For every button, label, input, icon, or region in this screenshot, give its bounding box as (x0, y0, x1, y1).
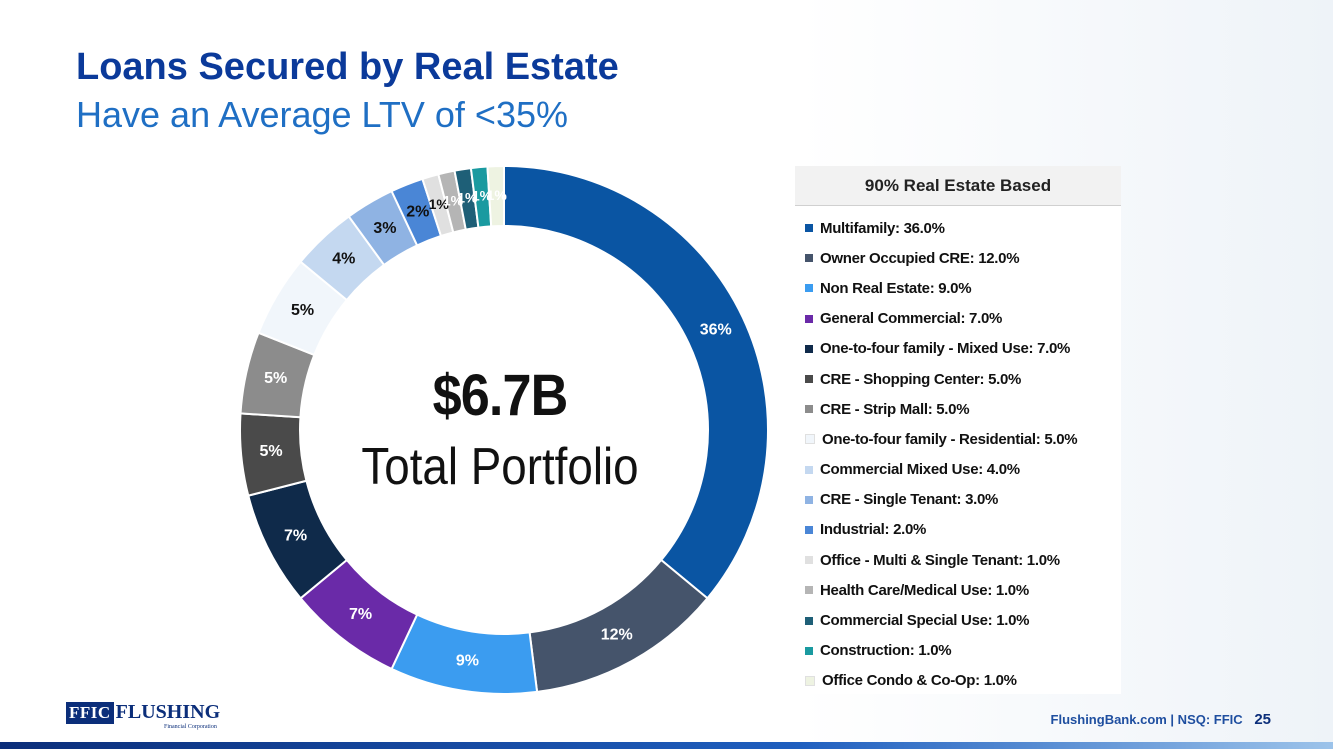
slide-subtitle: Have an Average LTV of <35% (76, 94, 568, 135)
legend-label: Office - Multi & Single Tenant: 1.0% (820, 551, 1060, 569)
legend-label: One-to-four family - Residential: 5.0% (822, 430, 1078, 448)
legend-panel (795, 166, 1121, 694)
legend-swatch (805, 586, 813, 595)
legend-item: Construction: 1.0% (805, 636, 1125, 666)
legend-swatch (805, 254, 813, 263)
donut-slice-16 (486, 164, 505, 228)
page-number: 25 (1254, 711, 1271, 728)
donut-data-label-15: 1% (472, 188, 493, 204)
legend-label: Health Care/Medical Use: 1.0% (820, 581, 1029, 599)
donut-slice-1 (503, 164, 769, 600)
legend-item: CRE - Strip Mall: 5.0% (805, 394, 1125, 424)
portfolio-total-label: Total Portfolio (361, 438, 639, 496)
legend-swatch (805, 284, 813, 293)
legend-label: Multifamily: 36.0% (820, 219, 945, 237)
donut-data-label-12: 1% (429, 196, 450, 212)
donut-data-label-10: 3% (373, 220, 396, 237)
slide-title: Loans Secured by Real Estate (76, 46, 619, 88)
donut-data-label-7: 5% (264, 370, 287, 387)
bottom-accent-bar (0, 742, 1333, 749)
legend-item: Health Care/Medical Use: 1.0% (805, 575, 1125, 605)
legend-item: Office Condo & Co-Op: 1.0% (805, 666, 1125, 696)
donut-data-label-6: 5% (259, 443, 282, 460)
donut-data-label-5: 7% (284, 527, 307, 544)
legend-label: CRE - Shopping Center: 5.0% (820, 370, 1022, 388)
legend-label: General Commercial: 7.0% (820, 310, 1003, 328)
legend-swatch (805, 314, 813, 323)
donut-data-label-11: 2% (406, 204, 429, 221)
logo-wordmark: FLUSHING (115, 701, 221, 723)
logo-ffic-box: FFIC (66, 702, 114, 724)
donut-chart: 36%12%9%7%7%5%5%5%4%3%2% 1%1%1%1%1% (239, 164, 769, 695)
legend-swatch (805, 375, 813, 384)
donut-data-label-8: 5% (291, 302, 314, 319)
legend-label: Commercial Mixed Use: 4.0% (820, 461, 1020, 479)
donut-data-label-13: 1% (443, 192, 464, 208)
legend-label: Industrial: 2.0% (820, 521, 927, 539)
donut-data-label-1: 36% (700, 322, 732, 339)
legend-swatch (805, 465, 813, 474)
donut-data-label-2: 12% (601, 626, 633, 643)
legend-item: CRE - Shopping Center: 5.0% (805, 364, 1125, 394)
legend-swatch (805, 434, 815, 445)
legend-label: Commercial Special Use: 1.0% (820, 612, 1030, 630)
legend-swatch (805, 525, 813, 534)
legend-item: CRE - Single Tenant: 3.0% (805, 485, 1125, 515)
legend-label: Non Real Estate: 9.0% (820, 279, 972, 297)
legend-item: Multifamily: 36.0% (805, 213, 1125, 243)
legend-label: CRE - Single Tenant: 3.0% (820, 491, 999, 509)
legend-item: Owner Occupied CRE: 12.0% (805, 243, 1125, 273)
legend-list: Multifamily: 36.0% Owner Occupied CRE: 12… (805, 213, 1125, 696)
legend-swatch (805, 405, 813, 414)
donut-data-label-16: 1% (487, 187, 508, 203)
legend-item: Non Real Estate: 9.0% (805, 273, 1125, 303)
legend-label: One-to-four family - Mixed Use: 7.0% (820, 340, 1071, 358)
legend-label: Owner Occupied CRE: 12.0% (820, 249, 1020, 267)
legend-swatch (805, 556, 813, 565)
legend-item: Office - Multi & Single Tenant: 1.0% (805, 545, 1125, 575)
donut-data-label-9: 4% (332, 251, 355, 268)
legend-title: 90% Real Estate Based (795, 166, 1121, 206)
portfolio-total-value: $6.7B (432, 363, 569, 428)
legend-swatch (805, 675, 815, 686)
legend-item: General Commercial: 7.0% (805, 304, 1125, 334)
company-logo: FFIC FLUSHING Financial Corporation (66, 701, 221, 730)
legend-item: Commercial Mixed Use: 4.0% (805, 455, 1125, 485)
legend-item: One-to-four family - Mixed Use: 7.0% (805, 334, 1125, 364)
legend-label: Office Condo & Co-Op: 1.0% (822, 672, 1017, 690)
legend-item: Industrial: 2.0% (805, 515, 1125, 545)
legend-swatch (805, 344, 813, 353)
legend-item: One-to-four family - Residential: 5.0% (805, 424, 1125, 454)
legend-label: Construction: 1.0% (820, 642, 952, 660)
logo-subtext: Financial Corporation (164, 724, 217, 730)
legend-swatch (805, 224, 813, 233)
donut-data-label-4: 7% (349, 606, 372, 623)
footer-site: FlushingBank.com | NSQ: FFIC (1050, 712, 1243, 727)
legend-label: CRE - Strip Mall: 5.0% (820, 400, 970, 418)
donut-data-label-14: 1% (457, 190, 478, 206)
donut-data-label-3: 9% (456, 652, 479, 669)
footer-info: FlushingBank.com | NSQ: FFIC 25 (1051, 711, 1271, 728)
legend-swatch (805, 646, 813, 655)
legend-swatch (805, 495, 813, 504)
legend-swatch (805, 616, 813, 625)
legend-item: Commercial Special Use: 1.0% (805, 605, 1125, 635)
